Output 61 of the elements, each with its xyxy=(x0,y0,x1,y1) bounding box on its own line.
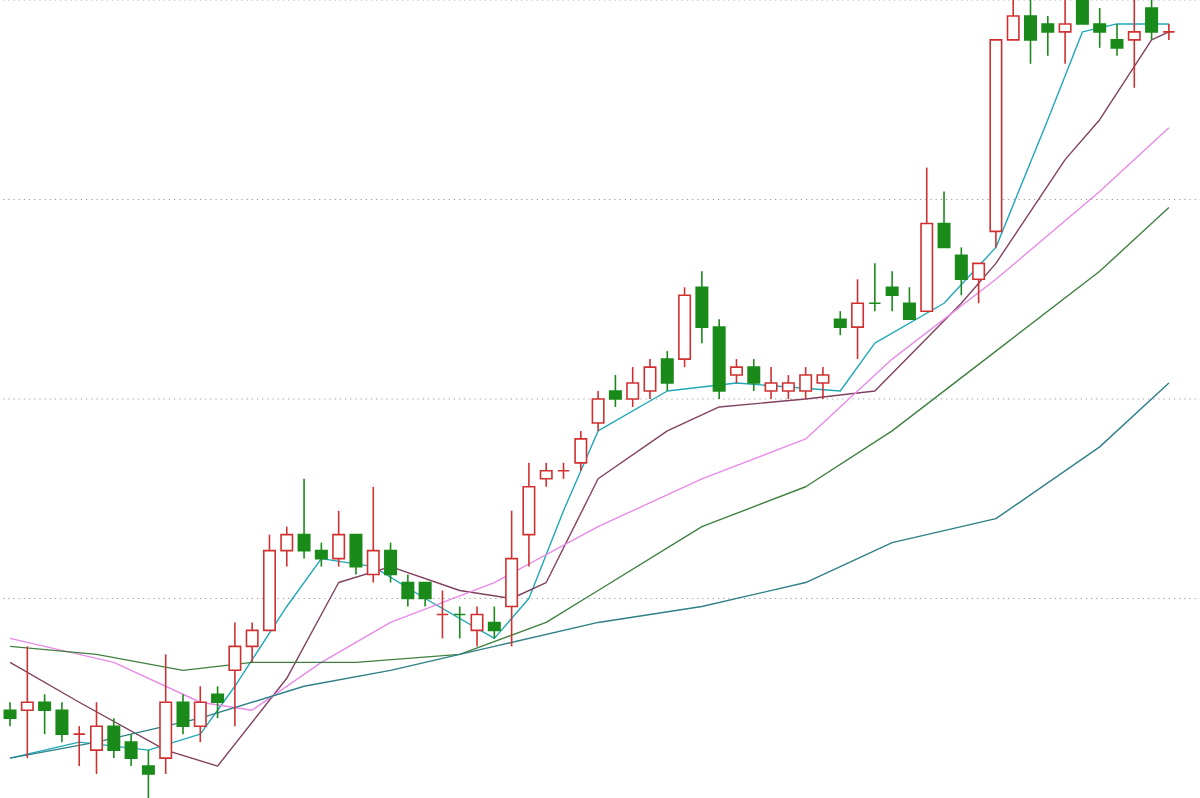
candlestick xyxy=(833,310,847,336)
candlestick xyxy=(55,701,69,743)
candlestick xyxy=(107,717,121,759)
candlestick xyxy=(1075,0,1089,25)
candlestick xyxy=(781,374,795,400)
candlestick xyxy=(349,533,363,576)
candlestick xyxy=(1093,7,1107,49)
candlestick xyxy=(366,485,380,584)
candlestick xyxy=(418,581,432,608)
candlestick xyxy=(72,725,86,767)
candlestick xyxy=(522,462,536,568)
candlestick xyxy=(332,509,346,568)
candlestick xyxy=(643,358,657,400)
candlestick xyxy=(1006,0,1020,41)
candlestick xyxy=(20,645,34,759)
candlestick xyxy=(1024,0,1038,65)
candlestick xyxy=(401,573,415,608)
candlestick xyxy=(972,262,986,305)
candlestick xyxy=(1058,0,1072,65)
candlestick xyxy=(487,605,501,640)
candlestick xyxy=(176,693,190,735)
candlestick xyxy=(470,605,484,648)
candlestick xyxy=(90,701,104,775)
candlestick xyxy=(505,509,519,648)
candlestick xyxy=(902,286,916,320)
candlestick xyxy=(695,270,709,344)
candlestick xyxy=(211,685,225,719)
candlestick xyxy=(868,262,882,313)
candlestick xyxy=(1110,23,1124,57)
candlestick xyxy=(245,621,259,664)
candlestick xyxy=(591,390,605,432)
candlestick xyxy=(937,190,951,249)
candlestick xyxy=(435,589,449,640)
candlestick xyxy=(1041,15,1055,57)
candlestick xyxy=(539,462,553,488)
candlestick xyxy=(851,278,865,360)
candlestick xyxy=(38,693,52,735)
candlestick xyxy=(1127,0,1141,89)
candlestick xyxy=(574,430,588,472)
candlestick xyxy=(660,350,674,392)
candlestick xyxy=(1162,23,1176,41)
candlestick xyxy=(799,366,813,400)
candlestick xyxy=(729,358,743,384)
candlestick xyxy=(228,621,242,727)
candlestick xyxy=(280,525,294,568)
candlestick xyxy=(3,701,17,727)
candlestick xyxy=(816,366,830,400)
candlestick xyxy=(608,374,622,408)
candlestick xyxy=(124,733,138,767)
candlestick xyxy=(764,366,778,400)
candlestick xyxy=(453,605,467,640)
candlestick xyxy=(954,246,968,297)
candlestick xyxy=(314,541,328,568)
candlestick xyxy=(626,366,640,408)
candlestick xyxy=(1145,0,1159,41)
candlestick xyxy=(193,685,207,743)
candlestick xyxy=(297,478,311,560)
candlestick xyxy=(384,541,398,584)
candlestick xyxy=(885,270,899,313)
candlestick xyxy=(141,749,155,798)
candlestick xyxy=(747,358,761,392)
